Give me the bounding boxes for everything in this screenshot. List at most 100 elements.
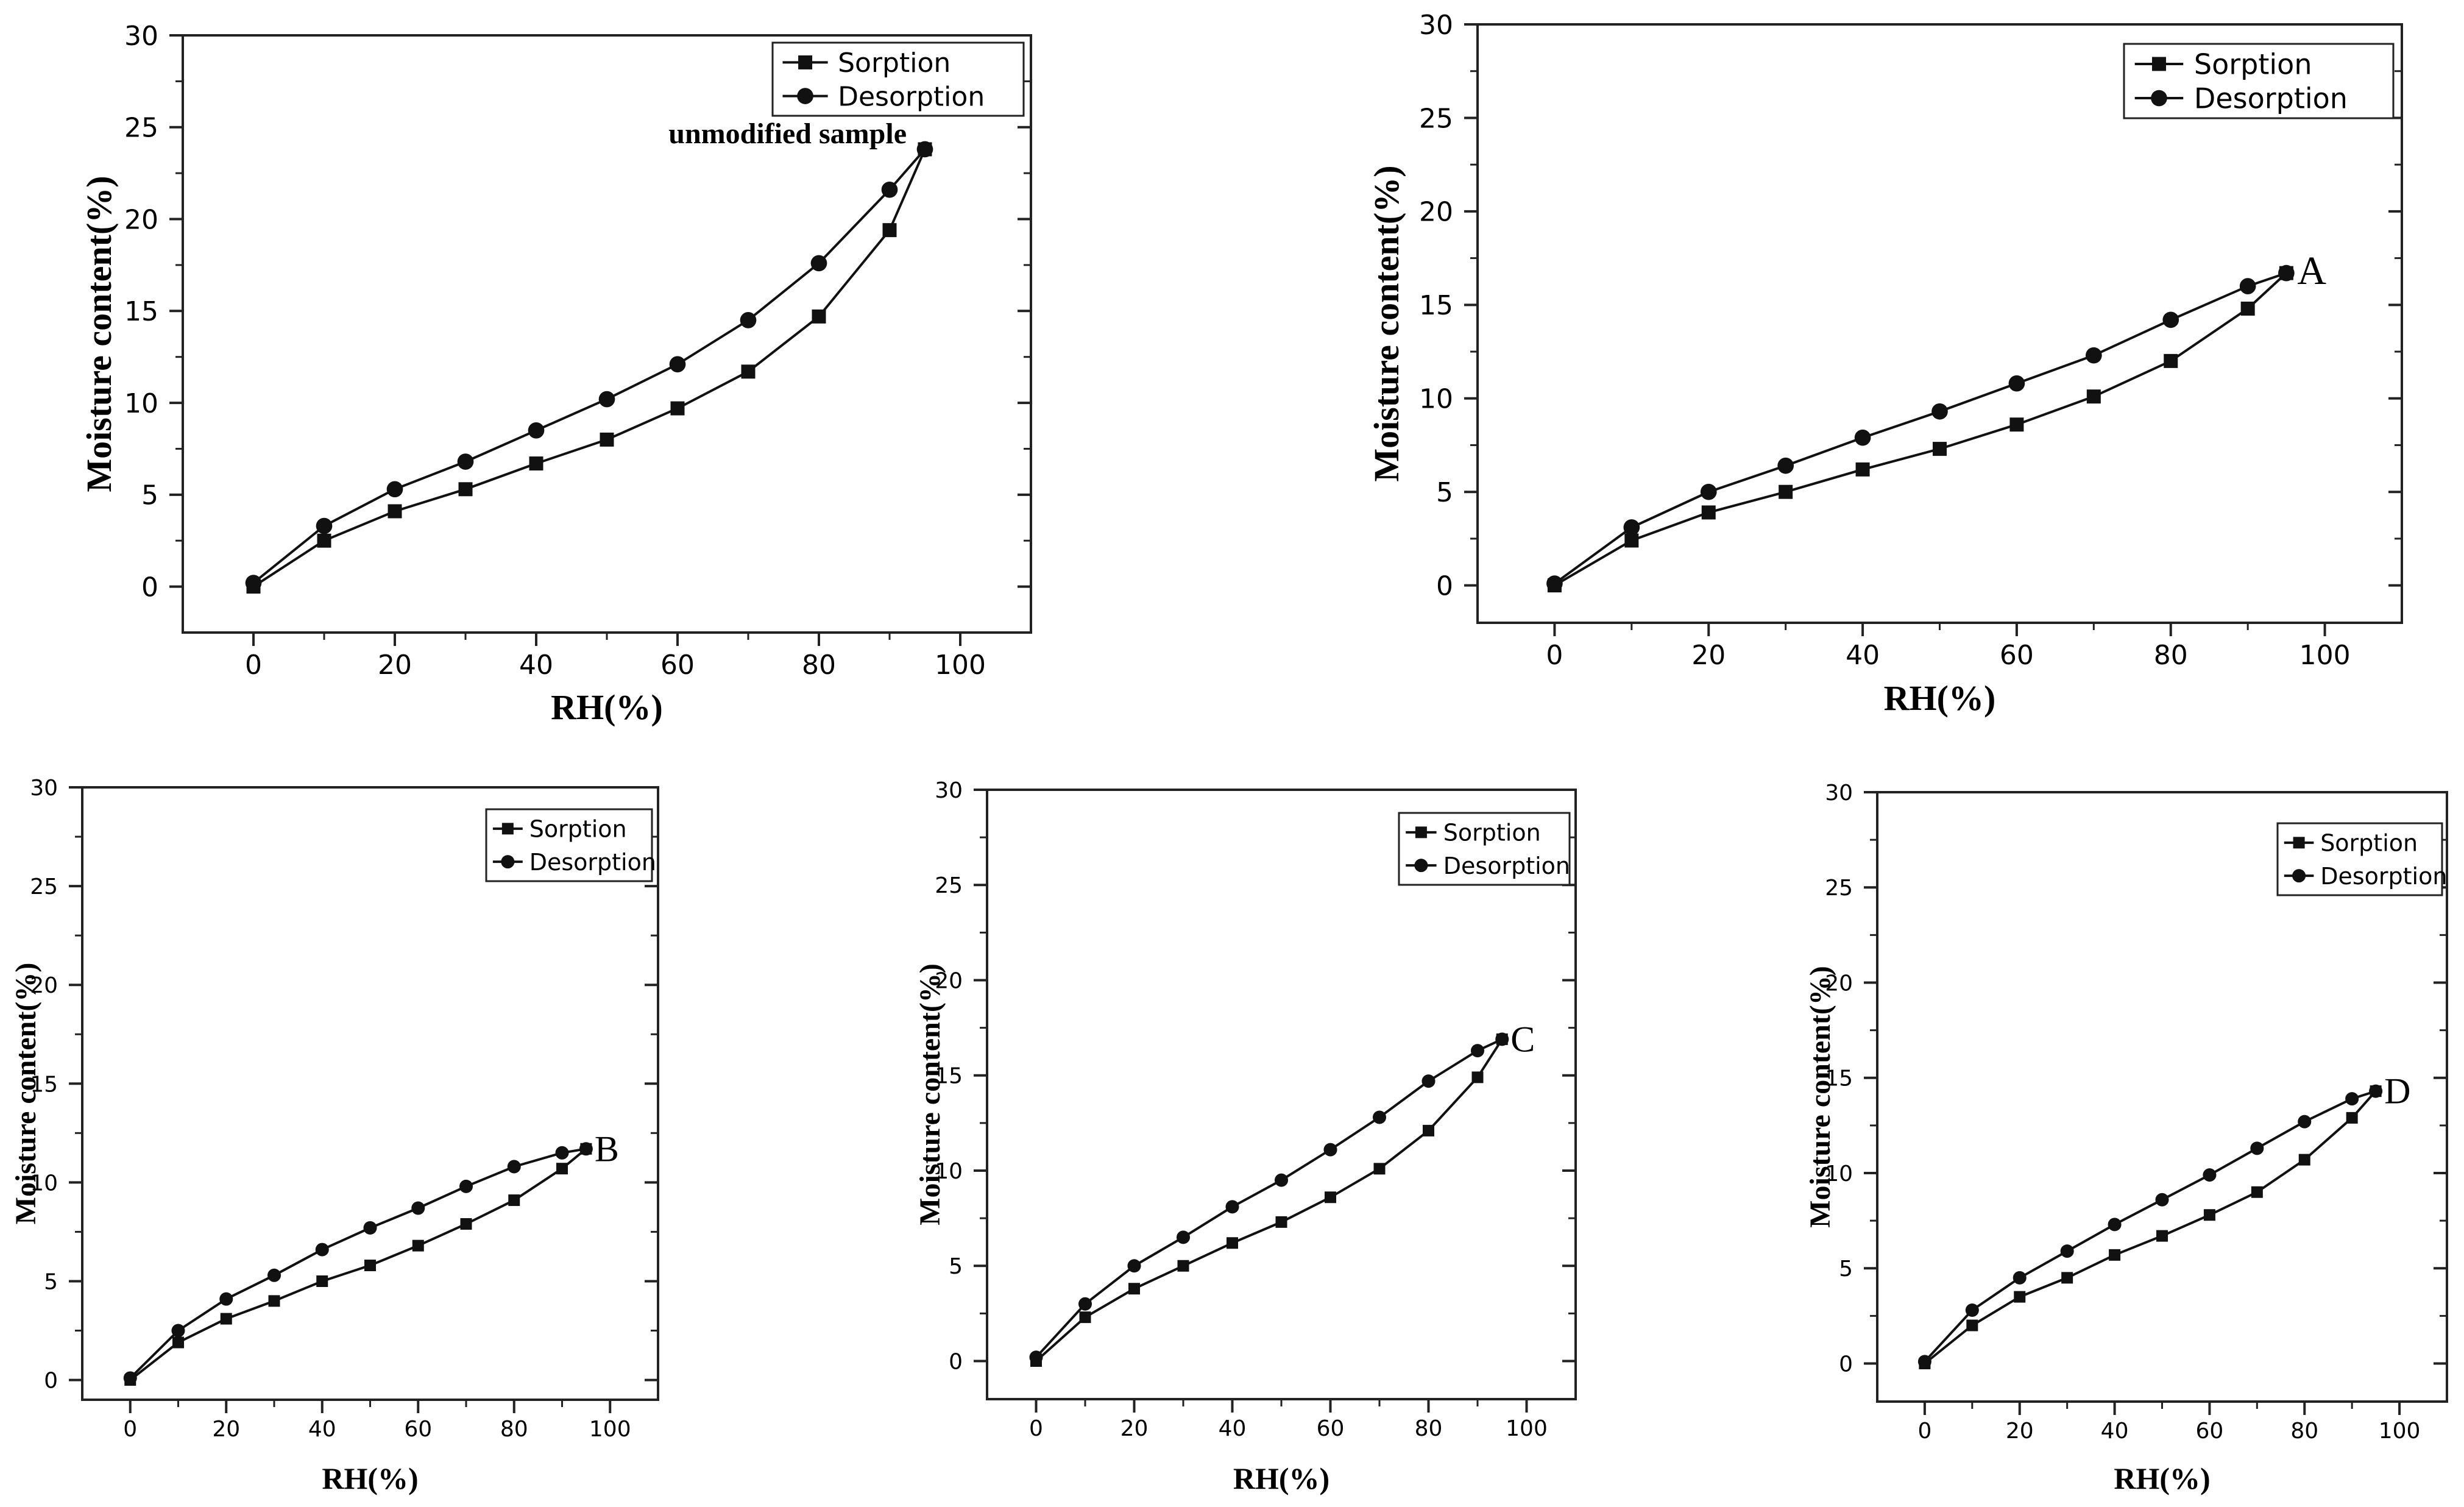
sorption-point <box>2109 1249 2121 1261</box>
legend-box <box>2123 43 2395 119</box>
y-axis-label: Moisture content(%) <box>914 963 946 1225</box>
desorption-point <box>1965 1303 1979 1317</box>
sorption-point <box>741 364 756 379</box>
sorption-point <box>220 1313 232 1325</box>
desorption-point <box>1323 1143 1337 1157</box>
y-tick-label: 30 <box>30 776 58 801</box>
y-axis-label: Moisture content(%) <box>10 963 42 1225</box>
y-axis-label: Moisture content(%) <box>79 176 119 492</box>
legend-box <box>485 808 653 882</box>
desorption-point <box>1274 1173 1289 1187</box>
sorption-point <box>2156 1230 2168 1242</box>
series-line-desorption <box>252 148 926 584</box>
x-tick-label: 0 <box>245 650 262 681</box>
series-line-sorption <box>252 149 926 588</box>
sorption-point <box>1325 1191 1336 1204</box>
x-tick-label: 100 <box>2299 640 2351 671</box>
sorption-point <box>2086 389 2101 404</box>
y-tick-label: 10 <box>935 1159 963 1184</box>
y-tick-label: 25 <box>1825 876 1853 901</box>
legend-box <box>771 41 1025 117</box>
y-tick-label: 0 <box>141 572 158 603</box>
desorption-point <box>1470 1044 1485 1058</box>
sorption-point <box>882 223 897 238</box>
sorption-point <box>1855 462 1870 477</box>
x-tick-label: 80 <box>1415 1416 1443 1441</box>
y-tick-label: 20 <box>1825 971 1853 996</box>
y-tick-label: 20 <box>935 968 963 993</box>
legend-marker-square <box>2151 57 2166 71</box>
sample-annotation: A <box>2297 249 2326 293</box>
chart-panel-b: 0 20 40 60 80 100 0 5 10 15 20 25 30 RH(%) Moisture co… <box>10 776 659 1495</box>
x-tick-label: 40 <box>1846 640 1880 671</box>
y-tick-label: 15 <box>935 1064 963 1089</box>
sorption-point <box>2240 301 2255 316</box>
desorption-point <box>1421 1074 1436 1088</box>
sorption-point <box>529 456 543 471</box>
x-tick-label: 20 <box>212 1417 240 1442</box>
sorption-point <box>1079 1311 1091 1324</box>
y-tick-label: 25 <box>1419 103 1453 134</box>
sorption-point <box>1933 442 1947 456</box>
chart-panel-a: 0 20 40 60 80 100 0 5 10 15 20 25 30 RH(%) Moisture co… <box>1367 10 2403 718</box>
series-line-sorption <box>1035 1038 1503 1362</box>
y-tick-label: 25 <box>124 113 158 144</box>
y-tick-label: 10 <box>30 1171 58 1196</box>
legend-marker-circle <box>2151 90 2167 107</box>
x-tick-label: 60 <box>404 1417 432 1442</box>
x-tick-label: 60 <box>2000 640 2034 671</box>
desorption-point <box>267 1268 281 1282</box>
sorption-point <box>1966 1319 1978 1331</box>
desorption-point <box>1931 403 1948 420</box>
sorption-point <box>1177 1260 1189 1272</box>
desorption-point <box>459 1179 473 1193</box>
sorption-point <box>1227 1237 1238 1249</box>
x-axis-label: RH(%) <box>1233 1461 1329 1495</box>
x-tick-label: 0 <box>1029 1416 1043 1441</box>
desorption-point <box>2369 1084 2383 1098</box>
legend-marker-circle <box>1414 859 1428 873</box>
desorption-point <box>2162 311 2179 328</box>
series-line-sorption <box>129 1147 587 1381</box>
y-tick-label: 30 <box>1825 781 1853 806</box>
series-line-sorption <box>1924 1090 2377 1365</box>
desorption-point <box>2108 1218 2122 1232</box>
desorption-point <box>363 1221 377 1235</box>
x-tick-label: 80 <box>802 650 836 681</box>
legend-label-desorption: Desorption <box>2320 863 2447 890</box>
sample-annotation: B <box>595 1129 619 1169</box>
desorption-point <box>2250 1141 2264 1155</box>
y-tick-label: 0 <box>1839 1352 1853 1377</box>
sorption-point <box>316 1275 328 1287</box>
sorption-point <box>508 1194 520 1207</box>
chart-panel-unmodified: 0 20 40 60 80 100 0 5 10 15 20 25 30 RH(%) Moisture co… <box>79 21 1032 727</box>
desorption-point <box>123 1371 137 1385</box>
sorption-point <box>2014 1291 2026 1303</box>
y-axis-label: Moisture content(%) <box>1804 966 1836 1228</box>
chart-panel-d: 0 20 40 60 80 100 0 5 10 15 20 25 30 RH(%) Moisture co… <box>1804 781 2448 1495</box>
desorption-point <box>1176 1230 1191 1244</box>
desorption-point <box>1225 1200 1239 1214</box>
sorption-point <box>1701 505 1716 520</box>
sorption-point <box>1275 1216 1287 1228</box>
x-tick-label: 60 <box>1317 1416 1345 1441</box>
x-tick-label: 100 <box>589 1417 631 1442</box>
desorption-point <box>1546 575 1563 592</box>
y-tick-label: 5 <box>949 1254 963 1279</box>
desorption-point <box>507 1160 521 1174</box>
sorption-point <box>2346 1112 2358 1124</box>
x-axis-label: RH(%) <box>1884 678 1996 718</box>
x-tick-label: 40 <box>519 650 553 681</box>
y-tick-label: 5 <box>1436 477 1453 508</box>
y-tick-label: 5 <box>1839 1257 1853 1282</box>
desorption-point <box>2298 1115 2312 1129</box>
desorption-point <box>1623 519 1640 536</box>
x-tick-label: 40 <box>1219 1416 1247 1441</box>
sorption-point <box>670 401 685 416</box>
y-tick-label: 20 <box>1419 197 1453 228</box>
sorption-point <box>458 482 473 497</box>
sorption-point <box>388 504 402 519</box>
